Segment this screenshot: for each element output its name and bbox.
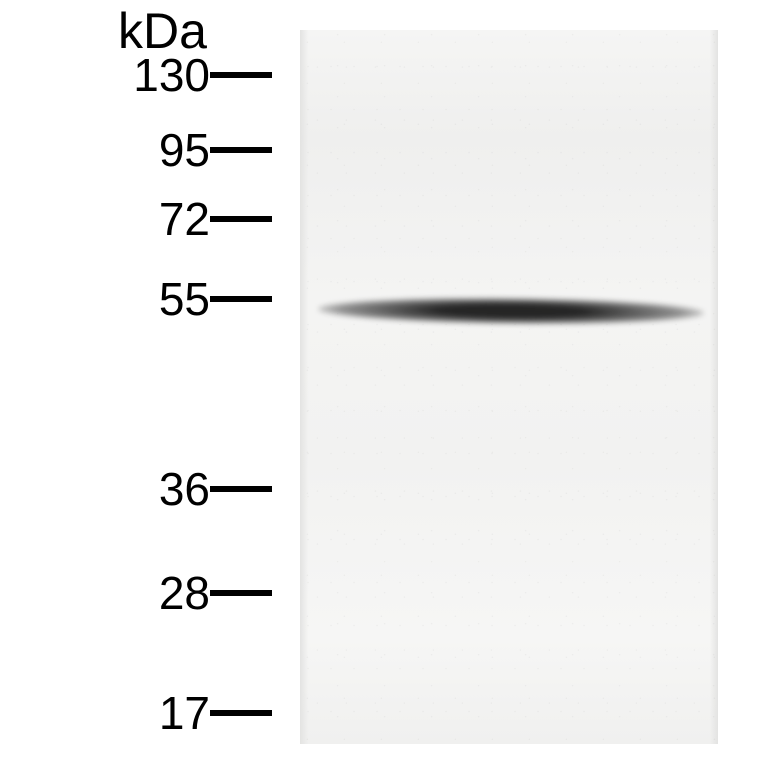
- marker-label-95: 95: [159, 123, 210, 177]
- marker-tick-36: [210, 486, 272, 492]
- marker-tick-130: [210, 72, 272, 78]
- marker-tick-28: [210, 590, 272, 596]
- blot-figure: { "figure": { "width": 764, "height": 76…: [0, 0, 764, 764]
- marker-label-55: 55: [159, 272, 210, 326]
- marker-label-17: 17: [159, 686, 210, 740]
- lane-noise: [300, 30, 718, 744]
- blot-lane: [300, 30, 718, 744]
- marker-tick-55: [210, 296, 272, 302]
- marker-tick-72: [210, 216, 272, 222]
- marker-tick-17: [210, 710, 272, 716]
- marker-label-36: 36: [159, 462, 210, 516]
- marker-tick-95: [210, 147, 272, 153]
- marker-label-130: 130: [133, 48, 210, 102]
- marker-label-72: 72: [159, 192, 210, 246]
- marker-label-28: 28: [159, 566, 210, 620]
